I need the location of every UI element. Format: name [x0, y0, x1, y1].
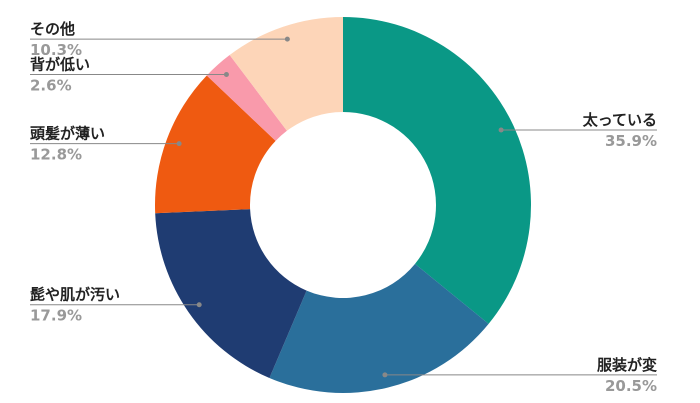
slice-label: 背が低い	[30, 55, 90, 73]
slice-label: 髭や肌が汚い	[30, 286, 120, 304]
slice-value-label: 10.3%	[30, 41, 82, 59]
donut-slice	[229, 17, 343, 131]
donut-slice	[269, 263, 489, 393]
slice-label: 頭髪が薄い	[30, 125, 105, 143]
donut-slice	[155, 209, 307, 379]
slice-value-label: 2.6%	[30, 76, 72, 94]
leader-dot	[284, 36, 290, 42]
donut-slice	[343, 17, 531, 324]
leader-dot	[382, 372, 388, 378]
slice-value-label: 17.9%	[30, 307, 82, 325]
slice-label: 服装が変	[597, 356, 657, 374]
slice-value-label: 35.9%	[605, 132, 657, 150]
slice-label: その他	[30, 20, 75, 38]
slice-value-label: 12.8%	[30, 146, 82, 164]
slice-value-label: 20.5%	[605, 377, 657, 395]
leader-dot	[498, 127, 504, 133]
slice-label: 太っている	[583, 111, 657, 129]
leader-dot	[223, 71, 229, 77]
leader-dot	[196, 302, 202, 308]
donut-slice	[155, 75, 276, 214]
leader-dot	[176, 141, 182, 147]
